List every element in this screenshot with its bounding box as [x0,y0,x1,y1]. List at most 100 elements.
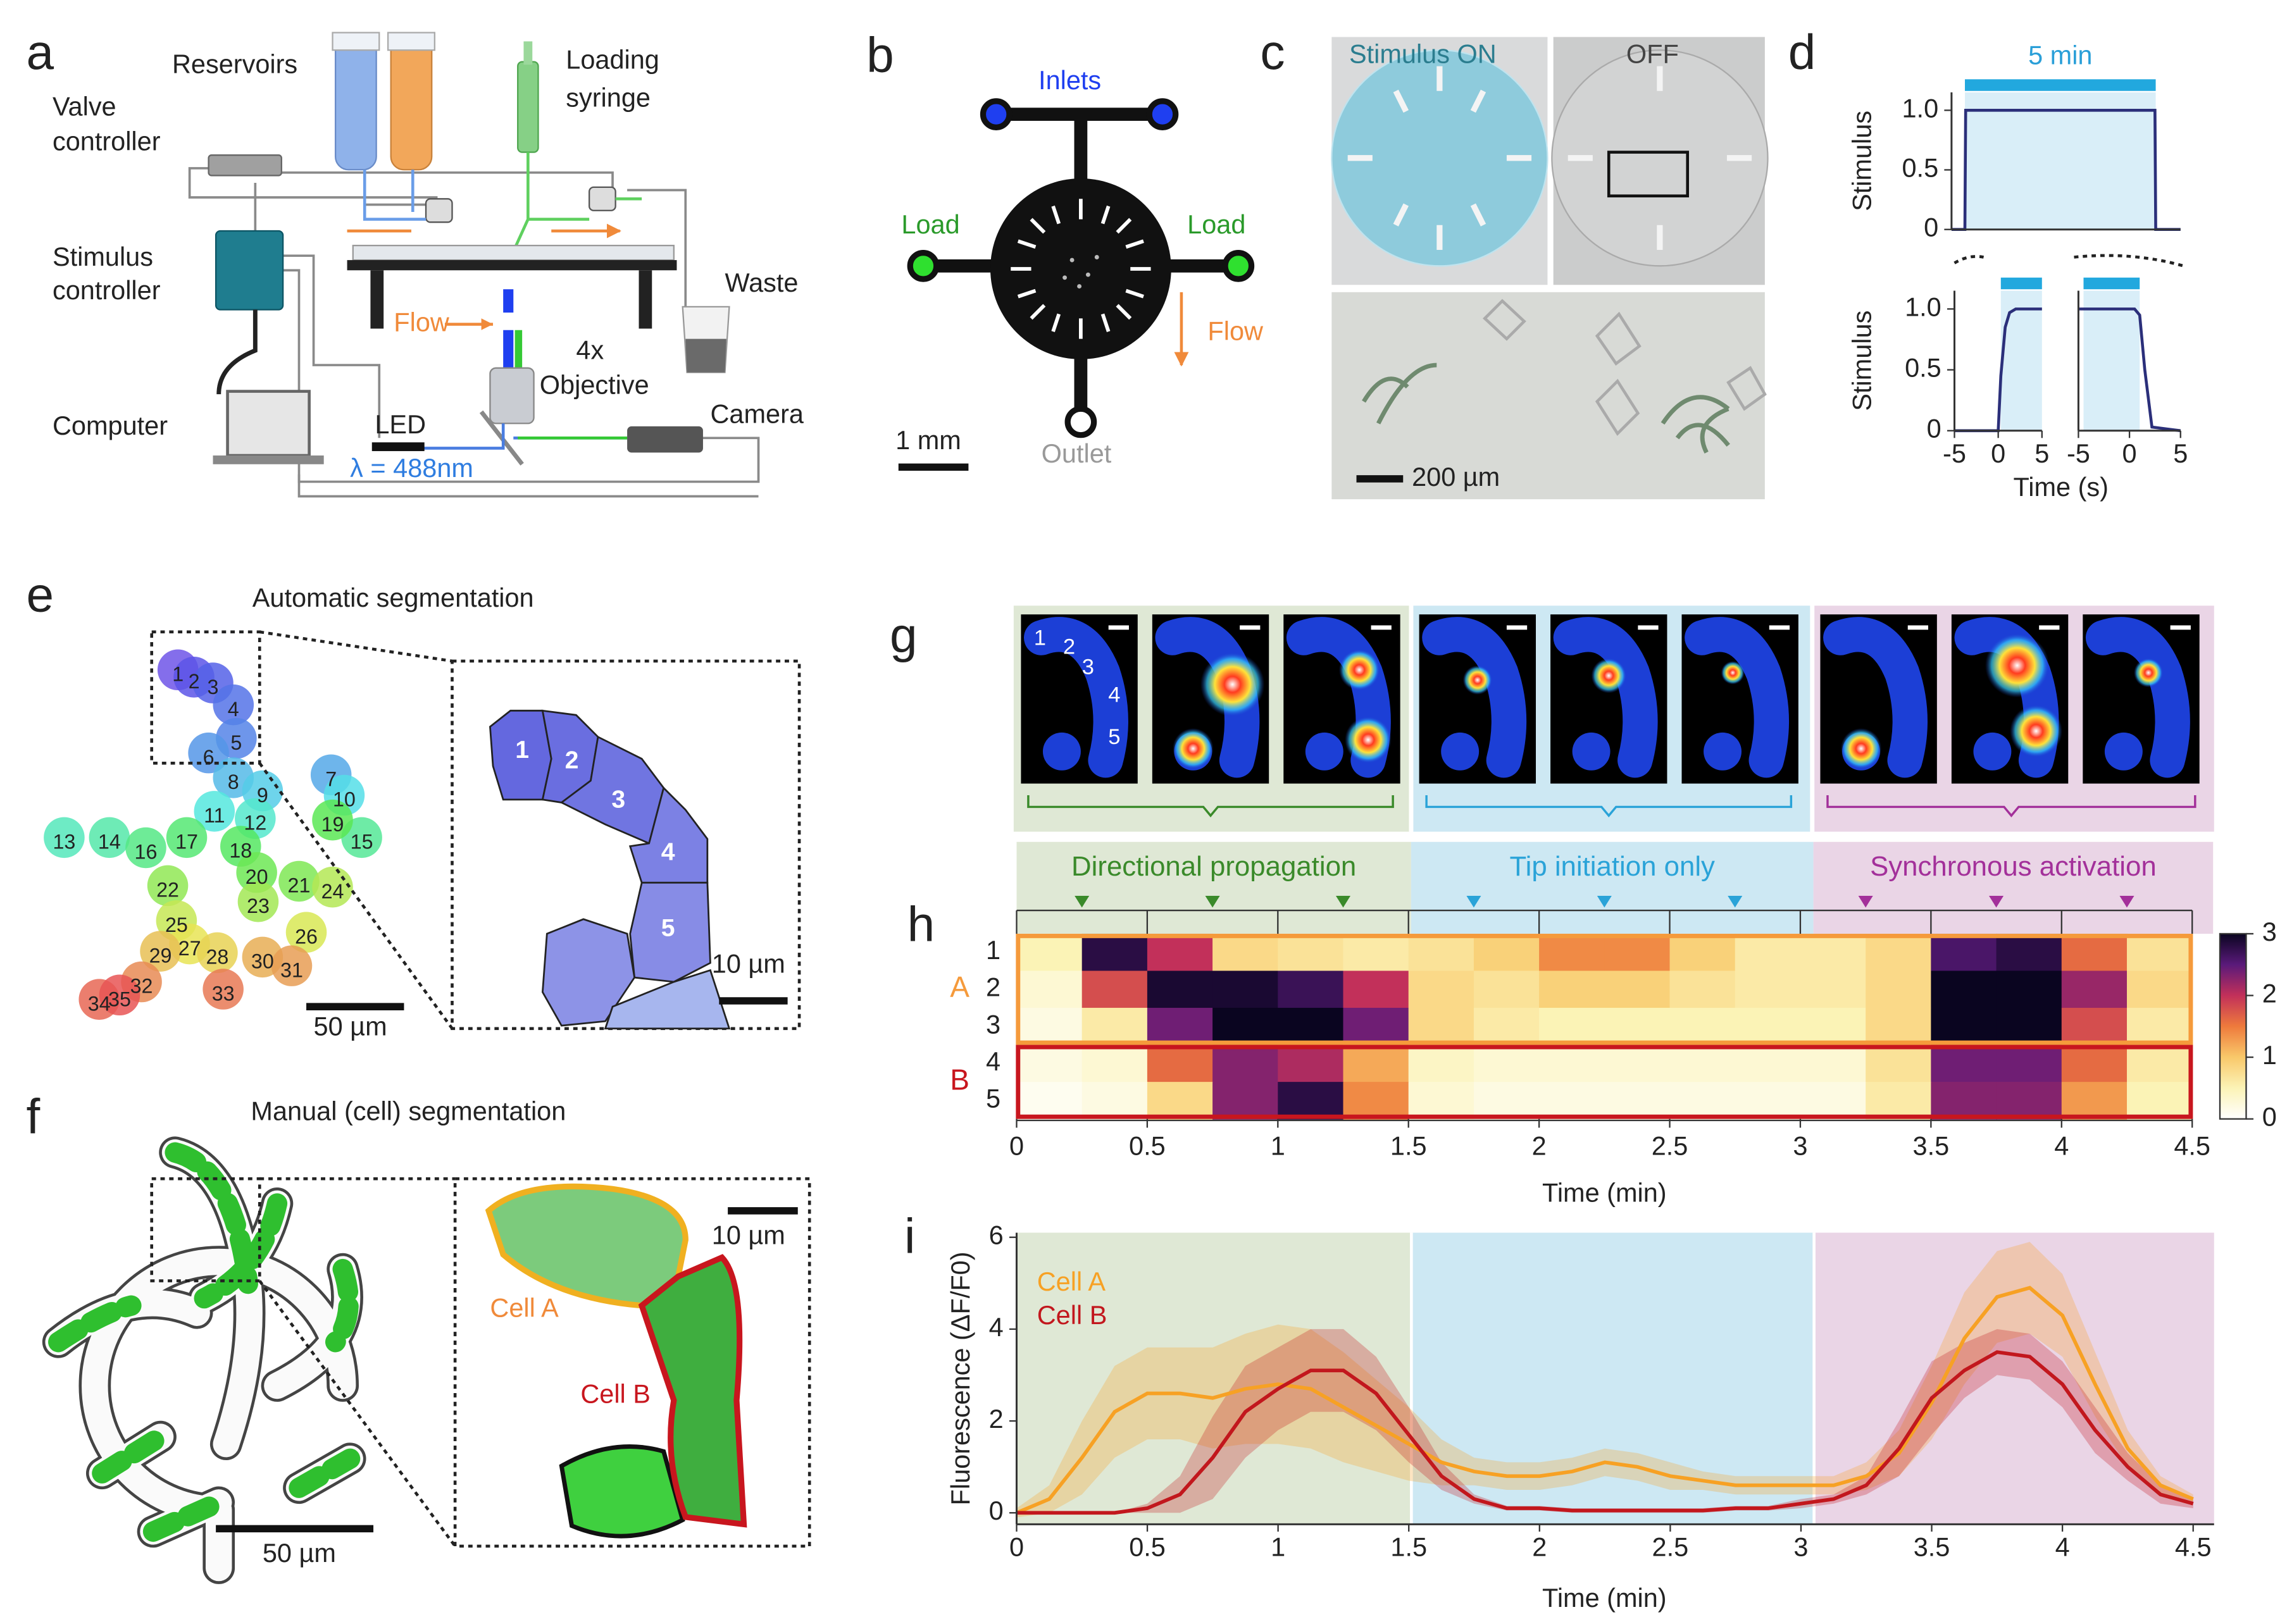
x-tick-label: 0.5 [1129,1131,1166,1161]
colorbar-label: 2 [2262,978,2277,1008]
x-tick-label: 3 [1793,1532,1808,1562]
heat-cell [2061,1044,2128,1083]
frame [1550,614,1667,784]
chart: 0 0.5 1.0 5 min Stimulus [1847,40,2181,242]
roi [312,799,353,841]
roi-label: 34 [88,992,111,1015]
heat-cell [1147,1082,1214,1120]
heat-cell [1147,1008,1214,1046]
roi-label: 22 [156,879,179,902]
title: Automatic segmentation [252,583,534,612]
roi-label: 15 [351,831,373,853]
label: Inlets [1038,65,1101,95]
x-axis-label: Time (min) [1542,1583,1667,1613]
heat-cell [1147,970,1214,1009]
camera [627,426,703,453]
panel-label: g [890,607,918,663]
chamber [1551,49,1769,267]
heat-cell [1343,933,1409,972]
hotspot [1840,728,1882,769]
hotspot [2133,658,2164,688]
roi-label: 5 [230,731,242,754]
x-tick-label: 4.5 [2175,1532,2212,1562]
phase-band [1813,841,2214,934]
reservoir-orange [390,35,433,171]
label: LED [375,409,426,439]
phase-marker [1205,896,1220,908]
roi-label: 32 [130,975,153,998]
light-path [503,289,514,313]
heat-cell [1473,933,1540,972]
label: controller [53,275,161,305]
x-tick-label: 2 [1532,1532,1547,1562]
phase-marker [1728,896,1743,908]
hotspot [1338,649,1380,691]
heat-cell [1343,1082,1409,1120]
label: Stimulus ON [1349,39,1497,68]
heat-cell [1866,1044,1932,1083]
phase-band [1016,841,1411,934]
label: syringe [566,83,651,113]
heat-cell [1343,970,1409,1009]
stimulus-bar [2083,277,2140,290]
heat-cell [1278,970,1344,1009]
error-band [1016,1329,2193,1513]
x-tick-label: 0 [1009,1131,1024,1161]
heat-cell [1931,933,1997,972]
phase-label: Directional propagation [1071,851,1356,882]
hypha [2085,617,2190,778]
heat-cell [2061,933,2128,972]
y-tick-label: 4 [989,1312,1004,1342]
heat-cell [1408,970,1475,1009]
x-tick-label: 2 [1532,1131,1547,1161]
zoom-box [1607,151,1690,198]
colorbar-label: 0 [2262,1102,2277,1132]
panel-label: h [907,896,935,951]
roi-label: 29 [149,944,172,967]
heat-cell [2126,1044,2193,1083]
chip-diagram: Inlets Load Load Flow Outlet 1 mm [895,65,1264,471]
load-port [1222,249,1255,282]
heat-cell [1147,933,1214,972]
roi [89,817,130,858]
stimulus-bar [2000,277,2042,290]
hotspot [1591,658,1626,693]
roi-label: 2 [189,670,200,693]
x-tick-label: 4.5 [2174,1131,2210,1161]
table [347,260,677,271]
automatic-segmentation: Automatic segmentation 50 µm 10 µm 1 2 345… [44,583,801,1041]
label: Objective [540,370,649,400]
zoom-connector [1954,254,2184,268]
heat-cell [1016,1008,1083,1046]
stimulus-window [2000,290,2042,431]
hyphae [42,1136,366,1584]
brace [1826,795,2197,817]
brace [1027,795,1394,817]
scale-label: 10 µm [712,949,785,979]
scale-label: 50 µm [314,1012,387,1041]
y-axis-label: Stimulus [1847,111,1877,211]
brace [1425,795,1793,817]
roi [203,969,244,1010]
posts [1011,199,1151,339]
heat-cell [2061,1082,2128,1120]
heat-cell [1669,1082,1736,1120]
hotspot [1462,665,1492,695]
heat-cell [1735,970,1802,1009]
panel-label: c [1260,24,1285,80]
heat-cell [2061,1008,2128,1046]
label: Outlet [1042,438,1112,468]
heat-cell [2126,1008,2193,1046]
x-tick-label: 2.5 [1652,1131,1688,1161]
phase-background [1411,1232,1814,1525]
zoom-box [150,1177,261,1282]
hotspot [1985,633,2050,698]
phase-marker [1989,896,2004,908]
manual-segmentation: Manual (cell) segmentation 50 µm 10 µm C… [42,1096,811,1584]
y-tick-label: 2 [989,1404,1004,1434]
phase-marker [1466,896,1481,908]
usb-cable [216,309,258,395]
hypha [1704,732,1742,771]
heat-cell [1278,1008,1344,1046]
